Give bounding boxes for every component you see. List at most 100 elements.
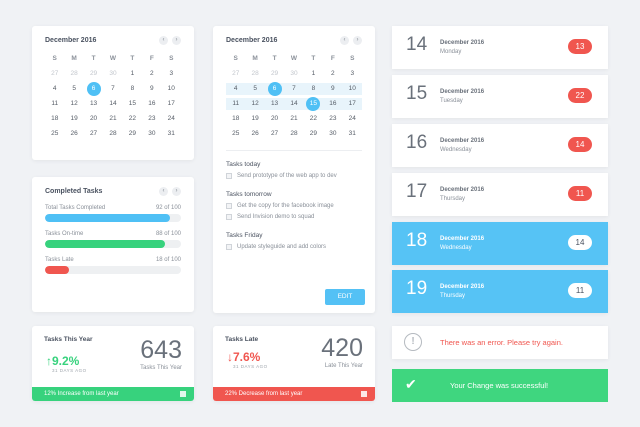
weekday-label: W bbox=[109, 55, 117, 62]
calendar-day[interactable]: 1 bbox=[311, 70, 316, 77]
task-count-badge: 22 bbox=[568, 88, 592, 103]
task-item[interactable]: Update styleguide and add colors bbox=[226, 244, 362, 250]
next-button[interactable]: › bbox=[172, 187, 181, 196]
calendar-day[interactable]: 20 bbox=[89, 115, 98, 122]
next-month-button[interactable]: › bbox=[172, 36, 181, 45]
calendar-day[interactable]: 13 bbox=[89, 100, 98, 107]
calendar-day[interactable]: 20 bbox=[270, 115, 279, 122]
calendar-day[interactable]: 30 bbox=[109, 70, 117, 77]
calendar-day[interactable]: 1 bbox=[130, 70, 135, 77]
date-row-selected[interactable]: 18 December 2016 Wednesday 14 bbox=[392, 222, 608, 265]
calendar-day[interactable]: 28 bbox=[290, 130, 298, 137]
date-row-selected[interactable]: 19 December 2016 Thursday 11 bbox=[392, 270, 608, 313]
calendar-day[interactable]: 4 bbox=[226, 83, 246, 95]
calendar-day[interactable]: 5 bbox=[245, 83, 265, 95]
calendar-day[interactable]: 29 bbox=[128, 130, 137, 137]
calendar-day[interactable]: 14 bbox=[284, 98, 304, 110]
calendar-day[interactable]: 28 bbox=[70, 70, 78, 77]
calendar-day[interactable]: 6 bbox=[264, 82, 285, 96]
calendar-day[interactable]: 3 bbox=[169, 70, 174, 77]
prev-month-button[interactable]: ‹ bbox=[340, 36, 349, 45]
calendar-day[interactable]: 24 bbox=[167, 115, 175, 122]
calendar-day[interactable]: 29 bbox=[89, 70, 98, 77]
calendar-day[interactable]: 2 bbox=[150, 70, 154, 77]
calendar-day[interactable]: 16 bbox=[148, 100, 156, 107]
date-row[interactable]: 17 December 2016 Thursday 11 bbox=[392, 173, 608, 216]
calendar-day[interactable]: 31 bbox=[167, 130, 175, 137]
task-checkbox[interactable] bbox=[226, 173, 232, 179]
calendar-day[interactable]: 16 bbox=[323, 98, 343, 110]
calendar-day[interactable]: 23 bbox=[329, 115, 337, 122]
task-item[interactable]: Send prototype of the web app to dev bbox=[226, 173, 362, 179]
calendar-day[interactable]: 27 bbox=[270, 130, 279, 137]
calendar-day[interactable]: 9 bbox=[323, 83, 343, 95]
calendar-day[interactable]: 25 bbox=[232, 130, 240, 137]
calendar-day[interactable]: 30 bbox=[329, 130, 337, 137]
calendar-day[interactable]: 22 bbox=[309, 115, 318, 122]
date-row[interactable]: 14 December 2016 Monday 13 bbox=[392, 26, 608, 69]
calendar-day[interactable]: 18 bbox=[51, 115, 59, 122]
calendar-day[interactable]: 27 bbox=[89, 130, 98, 137]
calendar-day[interactable]: 2 bbox=[331, 70, 335, 77]
calendar-day[interactable]: 12 bbox=[245, 98, 265, 110]
calendar-day[interactable]: 11 bbox=[226, 98, 246, 110]
calendar-day[interactable]: 8 bbox=[303, 83, 324, 95]
calendar-day[interactable]: 31 bbox=[348, 130, 356, 137]
calendar-day[interactable]: 10 bbox=[167, 85, 175, 92]
calendar-day[interactable]: 28 bbox=[251, 70, 259, 77]
task-checkbox[interactable] bbox=[226, 214, 232, 220]
prev-month-button[interactable]: ‹ bbox=[159, 36, 168, 45]
calendar-day[interactable]: 9 bbox=[150, 85, 154, 92]
calendar-day[interactable]: 26 bbox=[70, 130, 78, 137]
calendar-day[interactable]: 13 bbox=[264, 98, 285, 110]
calendar-day[interactable]: 15 bbox=[128, 100, 137, 107]
calendar-day[interactable]: 21 bbox=[290, 115, 298, 122]
calendar-day[interactable]: 21 bbox=[109, 115, 117, 122]
edit-button[interactable]: EDIT bbox=[325, 289, 365, 305]
calendar-day[interactable]: 26 bbox=[251, 130, 259, 137]
calendar-day[interactable]: 24 bbox=[348, 115, 356, 122]
date-month: December 2016 bbox=[440, 236, 485, 242]
weekday-label: S bbox=[52, 55, 57, 62]
calendar-day[interactable]: 28 bbox=[109, 130, 117, 137]
calendar-day[interactable]: 7 bbox=[284, 83, 304, 95]
calendar-day[interactable]: 14 bbox=[109, 100, 117, 107]
calendar-day[interactable]: 6 bbox=[84, 82, 103, 96]
calendar-day[interactable]: 10 bbox=[342, 83, 362, 95]
calendar-day[interactable]: 27 bbox=[51, 70, 59, 77]
calendar-day[interactable]: 30 bbox=[148, 130, 156, 137]
calendar-day[interactable]: 30 bbox=[290, 70, 298, 77]
calendar-day[interactable]: 19 bbox=[251, 115, 259, 122]
calendar-day[interactable]: 5 bbox=[72, 85, 76, 92]
calendar-day[interactable]: 3 bbox=[350, 70, 355, 77]
calendar-day[interactable]: 23 bbox=[148, 115, 156, 122]
task-checkbox[interactable] bbox=[226, 244, 232, 250]
calendar-day[interactable]: 11 bbox=[51, 100, 59, 107]
date-row[interactable]: 16 December 2016 Wednesday 14 bbox=[392, 124, 608, 167]
stat-big-number: 643 bbox=[140, 336, 182, 364]
calendar-day[interactable]: 22 bbox=[128, 115, 137, 122]
calendar-day[interactable]: 7 bbox=[111, 85, 115, 92]
calendar-day[interactable]: 17 bbox=[167, 100, 175, 107]
calendar-day[interactable]: 12 bbox=[70, 100, 78, 107]
prev-button[interactable]: ‹ bbox=[159, 187, 168, 196]
task-checkbox[interactable] bbox=[226, 203, 232, 209]
date-row[interactable]: 15 December 2016 Tuesday 22 bbox=[392, 75, 608, 118]
next-month-button[interactable]: › bbox=[353, 36, 362, 45]
calendar-day[interactable]: 27 bbox=[232, 70, 240, 77]
calendar-day[interactable]: 18 bbox=[232, 115, 240, 122]
calendar-day[interactable]: 17 bbox=[342, 98, 362, 110]
calendar-day[interactable]: 29 bbox=[270, 70, 279, 77]
expand-icon[interactable] bbox=[180, 391, 186, 397]
calendar-day[interactable]: 25 bbox=[51, 130, 59, 137]
calendar-day[interactable]: 15 bbox=[303, 97, 324, 111]
calendar-day[interactable]: 29 bbox=[309, 130, 318, 137]
calendar-day[interactable]: 19 bbox=[70, 115, 78, 122]
calendar-day[interactable]: 4 bbox=[52, 85, 57, 92]
task-item[interactable]: Get the copy for the facebook image bbox=[226, 203, 362, 209]
calendar-day[interactable]: 8 bbox=[130, 85, 135, 92]
tasks-today-title: Tasks today bbox=[226, 161, 261, 168]
task-count-badge: 11 bbox=[568, 186, 592, 201]
expand-icon[interactable] bbox=[361, 391, 367, 397]
task-item[interactable]: Send Invision demo to squad bbox=[226, 214, 362, 220]
